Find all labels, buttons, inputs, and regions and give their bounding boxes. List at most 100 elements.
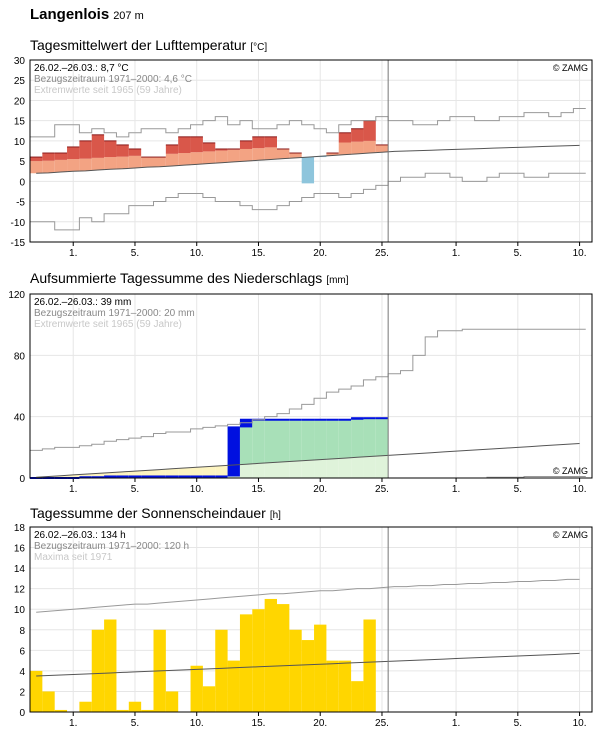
temp-bar-above-part (264, 136, 277, 148)
temp-bar-above-part (239, 140, 253, 149)
sun-ytick-label: 6 (19, 646, 25, 657)
precip-ytick-label: 80 (14, 351, 26, 362)
sun-bar (165, 691, 179, 712)
precipitation-chart-title: Aufsummierte Tagessumme des Niederschlag… (30, 270, 349, 286)
precip-excess-bar (314, 419, 327, 460)
sun-xtick-label: 5. (514, 718, 522, 729)
precip-excess-bar (363, 418, 376, 457)
temp-bar-normal-part (363, 140, 376, 154)
temp-bar-normal-part (264, 147, 277, 160)
temp-ytick-label: 15 (14, 117, 26, 128)
sun-bar (128, 701, 142, 712)
temp-bar-above-part (165, 144, 179, 154)
sun-ytick-label: 10 (14, 605, 26, 616)
temp-xtick-label: 5. (131, 248, 139, 259)
precip-deficit-bar (215, 465, 228, 477)
precip-deficit-bar (202, 466, 216, 477)
precip-xtick-label: 1. (452, 484, 460, 495)
sun-bar (104, 619, 117, 712)
sun-ytick-label: 2 (19, 687, 25, 698)
temp-ytick-label: -5 (16, 198, 25, 209)
temp-bar-normal-part (375, 144, 389, 153)
precip-info-line-1: 26.02.–26.03.: 39 mm (34, 297, 131, 308)
temp-bar-above-part (252, 136, 265, 149)
temp-bar-above-part (67, 146, 80, 160)
temp-bar-normal-part (30, 161, 43, 174)
temp-bar-normal-part (54, 159, 68, 173)
precip-excess-bar (252, 419, 265, 464)
precip-normal-fill (277, 461, 290, 478)
precip-excess-bar (239, 419, 253, 465)
temp-copyright: © ZAMG (553, 63, 588, 73)
precip-deficit-bar (91, 473, 105, 478)
precip-xtick-label: 5. (514, 484, 522, 495)
precip-deficit-bar (141, 470, 154, 477)
temp-bar-above-part (128, 148, 142, 156)
sun-info-line-1: 26.02.–26.03.: 134 h (34, 530, 126, 541)
temp-bar-normal-part (116, 156, 129, 169)
precip-xtick-label: 10. (190, 484, 204, 495)
precipitation-title-text: Aufsummierte Tagessumme des Niederschlag… (30, 270, 323, 286)
temp-bar-above-part (202, 142, 216, 152)
precip-normal-fill (264, 462, 277, 478)
sun-bar (239, 614, 253, 712)
precipitation-unit: [mm] (326, 275, 349, 286)
sun-bar (91, 629, 105, 712)
precip-deficit-bar (54, 475, 68, 478)
precip-deficit-bar (116, 471, 129, 477)
temp-xtick-label: 5. (514, 248, 522, 259)
precip-daily-increment (239, 419, 253, 428)
sun-bar (314, 624, 327, 712)
temp-min-envelope (30, 172, 586, 231)
temp-bar-above-part (42, 153, 55, 161)
temp-bar-above-part (79, 140, 92, 159)
sun-bar (54, 709, 68, 712)
sun-bar (116, 709, 129, 712)
temperature-unit: [°C] (250, 42, 268, 53)
precip-deficit-bar (67, 474, 80, 478)
temp-normal-line (36, 144, 580, 174)
temp-bar-normal-part (252, 148, 265, 161)
temp-bar-above-part (363, 120, 376, 141)
sun-plot-frame (29, 526, 593, 713)
temp-ytick-label: -15 (11, 238, 26, 249)
precip-xtick-label: 25. (375, 484, 389, 495)
precip-deficit-bar (178, 468, 191, 477)
precip-excess-bar (375, 418, 389, 456)
sunshine-title-text: Tagessumme der Sonnenscheindauer (30, 505, 266, 521)
temp-bar-normal-part (277, 148, 290, 159)
precip-excess-bar (264, 419, 277, 463)
sun-ytick-label: 0 (19, 708, 25, 719)
sun-ytick-label: 14 (14, 564, 26, 575)
precip-normal-fill (252, 463, 265, 478)
temp-bar-normal-part (215, 150, 228, 163)
station-altitude: 207 m (113, 10, 144, 22)
sun-bar (42, 691, 55, 712)
sun-ytick-label: 12 (14, 585, 26, 596)
temp-max-envelope (30, 108, 586, 138)
precip-xtick-label: 15. (252, 484, 266, 495)
temp-bar-above-part (338, 132, 352, 143)
sun-bar (338, 660, 352, 712)
station-header: Langenlois 207 m (30, 6, 144, 23)
temp-bar-normal-part (104, 157, 117, 170)
temp-ytick-label: 25 (14, 76, 26, 87)
temp-bar-above-part (215, 148, 228, 151)
temp-bar-normal-part (239, 148, 253, 162)
precip-normal-line (36, 443, 580, 478)
temp-bar-normal-part (178, 153, 191, 166)
precip-ytick-label: 120 (8, 290, 25, 301)
temp-info-line-3: Extremwerte seit 1965 (59 Jahre) (34, 85, 182, 96)
temp-info-line-2: Bezugszeitraum 1971–2000: 4,6 °C (34, 74, 192, 85)
precip-normal-fill (314, 459, 327, 478)
temp-ytick-label: 30 (14, 56, 26, 67)
sun-bar (351, 681, 364, 712)
sun-bar (215, 629, 228, 712)
temp-bar-normal-part (338, 142, 352, 155)
precip-deficit-bar (190, 467, 203, 477)
temp-bar-normal-part (165, 153, 179, 166)
precip-excess-bar (338, 419, 352, 459)
precip-normal-fill (239, 464, 253, 478)
temp-ytick-label: -10 (11, 218, 26, 229)
temp-bar-above-part (351, 128, 364, 142)
